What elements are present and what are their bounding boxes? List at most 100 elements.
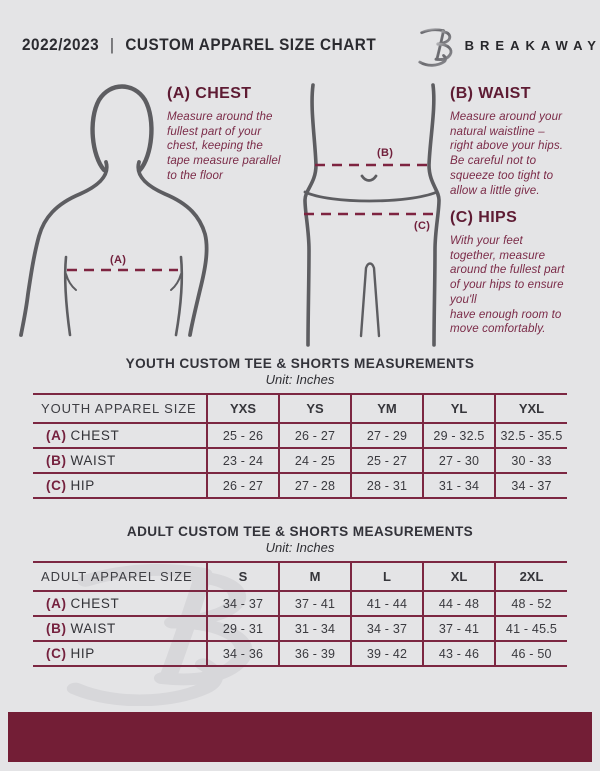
cell: 27 - 29 xyxy=(350,423,423,448)
chest-marker-label: (A) xyxy=(110,254,127,266)
cell: 34 - 37 xyxy=(494,473,567,498)
row-label: (C) HIP xyxy=(33,473,207,498)
youth-section: YOUTH CUSTOM TEE & SHORTS MEASUREMENTS U… xyxy=(33,356,567,499)
table-row: (A) CHEST 34 - 37 37 - 41 41 - 44 44 - 48… xyxy=(33,591,567,616)
cell: 28 - 31 xyxy=(350,473,423,498)
cell: 36 - 39 xyxy=(278,641,351,666)
cell: 29 - 31 xyxy=(206,616,279,641)
measurement-guide: (A) (B) (C) (A) CHEST Measure around the… xyxy=(0,78,600,352)
row-label: (A) CHEST xyxy=(33,591,207,616)
table-row: (B) WAIST 23 - 24 24 - 25 25 - 27 27 - 30… xyxy=(33,448,567,473)
cell: 29 - 32.5 xyxy=(422,423,495,448)
waist-marker-label: (B) xyxy=(377,147,394,159)
chest-guide: (A) CHEST Measure around the fullest par… xyxy=(167,85,301,184)
row-label: (B) WAIST xyxy=(33,448,207,473)
row-marker: (B) xyxy=(46,453,67,468)
row-label: (C) HIP xyxy=(33,641,207,666)
footer-bar xyxy=(8,712,592,762)
cell: 44 - 48 xyxy=(422,591,495,616)
cell: 25 - 26 xyxy=(206,423,279,448)
body-figures-illustration xyxy=(19,83,441,347)
brand-name: BREAKAWAY xyxy=(464,37,600,53)
row-title: HIP xyxy=(70,478,95,493)
cell: 39 - 42 xyxy=(350,641,423,666)
table-row: (A) CHEST 25 - 26 26 - 27 27 - 29 29 - 32… xyxy=(33,423,567,448)
cell: 34 - 36 xyxy=(206,641,279,666)
row-marker: (C) xyxy=(46,646,67,661)
season-label: 2022/2023 xyxy=(22,35,100,54)
cell: 31 - 34 xyxy=(278,616,351,641)
table-row: (B) WAIST 29 - 31 31 - 34 34 - 37 37 - 41… xyxy=(33,616,567,641)
row-label: (A) CHEST xyxy=(33,423,207,448)
row-title: HIP xyxy=(70,646,95,661)
breakaway-b-icon xyxy=(418,28,453,67)
adult-size-table: ADULT APPAREL SIZE S M L XL 2XL (A) CHEST… xyxy=(33,561,567,667)
cell: 43 - 46 xyxy=(422,641,495,666)
column-header: YS xyxy=(278,394,351,423)
chart-title: CUSTOM APPAREL SIZE CHART xyxy=(125,35,377,54)
cell: 24 - 25 xyxy=(278,448,351,473)
cell: 27 - 28 xyxy=(278,473,351,498)
column-header: L xyxy=(350,562,423,591)
column-header: YM xyxy=(350,394,423,423)
row-marker: (B) xyxy=(46,621,67,636)
row-label: (B) WAIST xyxy=(33,616,207,641)
column-header: S xyxy=(206,562,279,591)
row-title: CHEST xyxy=(70,596,120,611)
cell: 27 - 30 xyxy=(422,448,495,473)
chest-heading: (A) CHEST xyxy=(167,85,252,102)
brand-logo: BREAKAWAY xyxy=(416,23,600,67)
cell: 48 - 52 xyxy=(494,591,567,616)
column-header: YOUTH APPAREL SIZE xyxy=(41,401,197,416)
cell: 34 - 37 xyxy=(206,591,279,616)
cell: 34 - 37 xyxy=(350,616,423,641)
cell: 41 - 45.5 xyxy=(494,616,567,641)
cell: 23 - 24 xyxy=(206,448,279,473)
cell: 26 - 27 xyxy=(278,423,351,448)
column-header: 2XL xyxy=(494,562,567,591)
column-header: M xyxy=(278,562,351,591)
hips-marker-label: (C) xyxy=(414,220,431,232)
chest-instructions: Measure around the fullest part of your … xyxy=(167,110,281,182)
row-title: CHEST xyxy=(70,428,120,443)
title-separator: | xyxy=(109,35,115,54)
cell: 41 - 44 xyxy=(350,591,423,616)
table-row: (C) HIP 26 - 27 27 - 28 28 - 31 31 - 34 3… xyxy=(33,473,567,498)
cell: 25 - 27 xyxy=(350,448,423,473)
cell: 30 - 33 xyxy=(494,448,567,473)
waist-heading: (B) WAIST xyxy=(450,85,531,102)
column-header: ADULT APPAREL SIZE xyxy=(41,569,193,584)
row-marker: (A) xyxy=(46,428,67,443)
youth-table-title: YOUTH CUSTOM TEE & SHORTS MEASUREMENTS xyxy=(125,356,475,371)
row-marker: (A) xyxy=(46,596,67,611)
adult-table-title: ADULT CUSTOM TEE & SHORTS MEASUREMENTS xyxy=(126,524,474,539)
row-title: WAIST xyxy=(70,453,116,468)
cell: 37 - 41 xyxy=(278,591,351,616)
cell: 32.5 - 35.5 xyxy=(494,423,567,448)
row-title: WAIST xyxy=(70,621,116,636)
hips-instructions: With your feet together, measure around … xyxy=(450,234,565,336)
adult-section: ADULT CUSTOM TEE & SHORTS MEASUREMENTS U… xyxy=(33,524,567,667)
waist-instructions: Measure around your natural waistline – … xyxy=(450,110,564,197)
table-header-row: ADULT APPAREL SIZE S M L XL 2XL xyxy=(33,562,567,591)
adult-unit-label: Unit: Inches xyxy=(265,540,335,555)
row-marker: (C) xyxy=(46,478,67,493)
column-header: YXL xyxy=(494,394,567,423)
table-row: (C) HIP 34 - 36 36 - 39 39 - 42 43 - 46 4… xyxy=(33,641,567,666)
youth-size-table: YOUTH APPAREL SIZE YXS YS YM YL YXL (A) C… xyxy=(33,393,567,499)
column-header: YXS xyxy=(206,394,279,423)
table-header-row: YOUTH APPAREL SIZE YXS YS YM YL YXL xyxy=(33,394,567,423)
cell: 31 - 34 xyxy=(422,473,495,498)
column-header: YL xyxy=(422,394,495,423)
column-header: XL xyxy=(422,562,495,591)
hips-heading: (C) HIPS xyxy=(450,209,518,226)
cell: 26 - 27 xyxy=(206,473,279,498)
cell: 46 - 50 xyxy=(494,641,567,666)
waist-guide: (B) WAIST Measure around your natural wa… xyxy=(450,85,590,198)
page-header: 2022/2023 | CUSTOM APPAREL SIZE CHART xyxy=(22,24,596,67)
youth-unit-label: Unit: Inches xyxy=(265,372,335,387)
page-title: 2022/2023 | CUSTOM APPAREL SIZE CHART xyxy=(22,35,376,55)
hips-guide: (C) HIPS With your feet together, measur… xyxy=(450,209,595,337)
cell: 37 - 41 xyxy=(422,616,495,641)
